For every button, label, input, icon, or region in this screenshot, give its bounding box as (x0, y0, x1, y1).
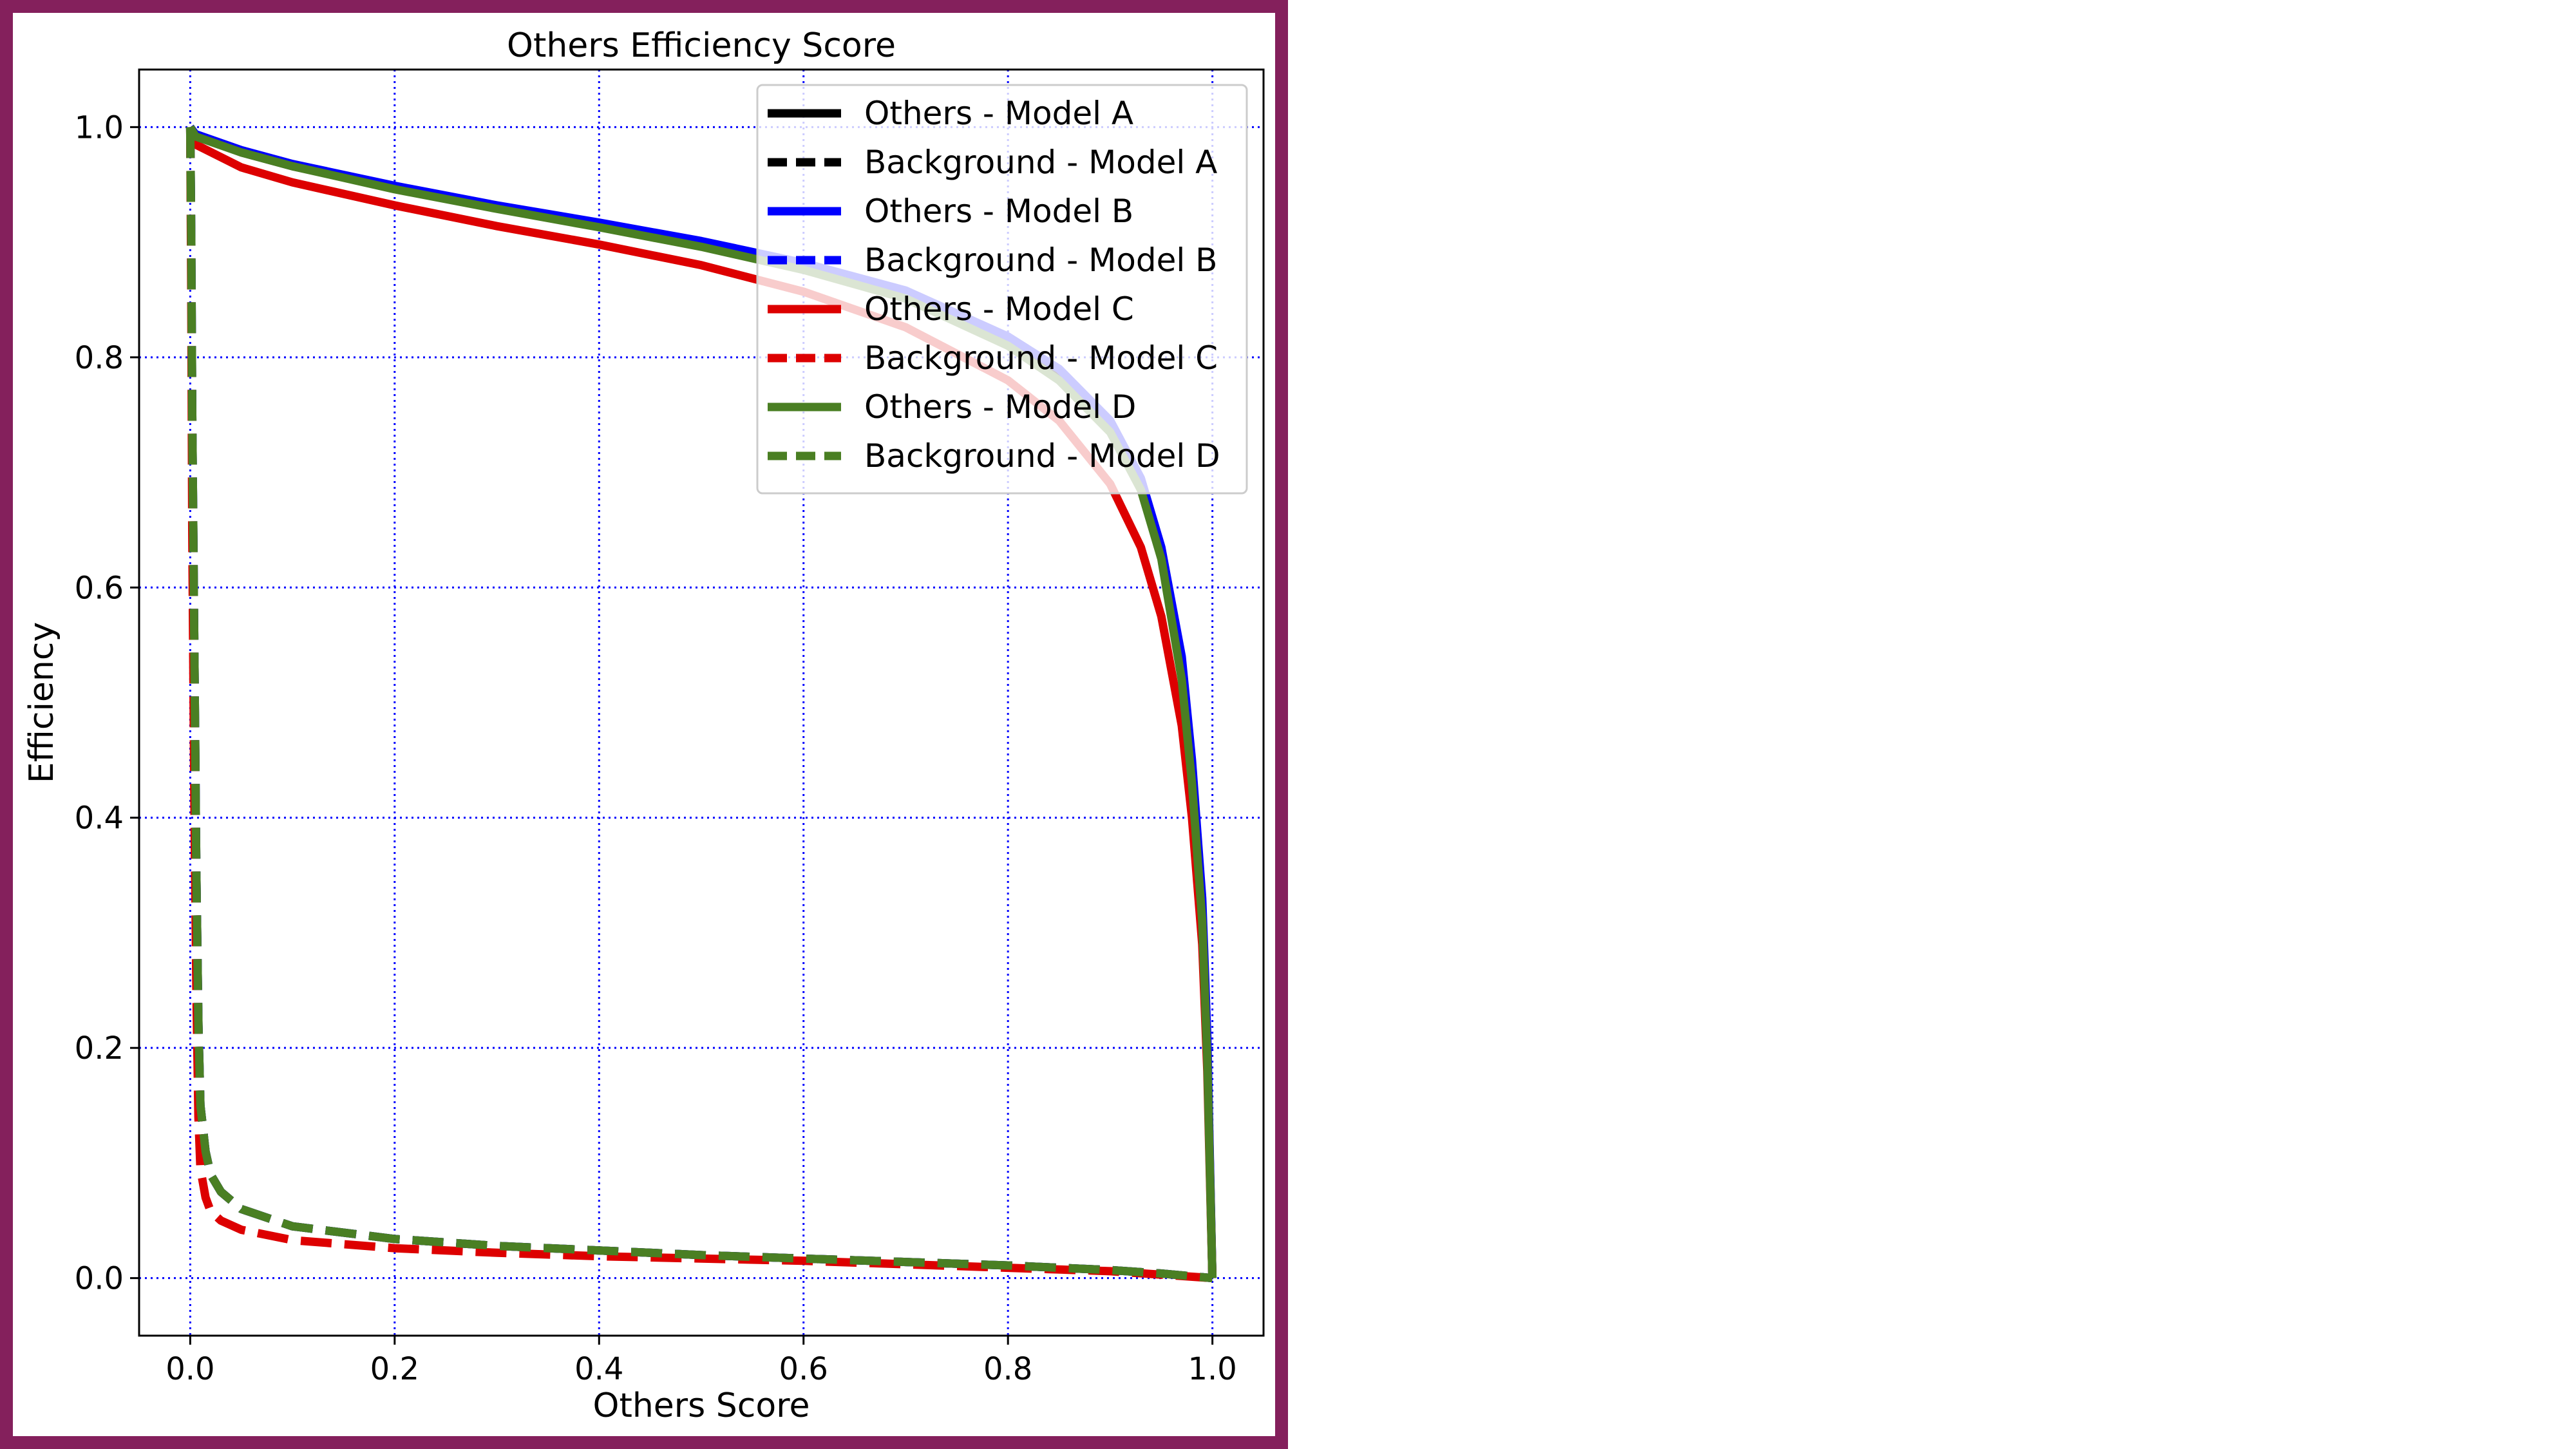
x-tick-label: 0.8 (983, 1351, 1032, 1387)
x-axis-label: Others Score (593, 1387, 810, 1425)
series-line-8 (185, 127, 1213, 1283)
legend-label-6: Background - Model C (864, 339, 1218, 377)
y-tick-label: 0.4 (75, 800, 124, 837)
y-tick-label: 0.2 (75, 1030, 124, 1066)
legend-label-8: Background - Model D (864, 437, 1220, 475)
y-tick-label: 0.8 (75, 340, 124, 376)
x-tick-label: 0.2 (370, 1351, 419, 1387)
legend-label-1: Others - Model A (864, 95, 1133, 132)
y-tick-label: 0.6 (75, 570, 124, 606)
legend: Others - Model A Background - Model A Othe… (756, 84, 1248, 495)
axes-frame (138, 68, 1265, 1337)
x-tick-label: 1.0 (1188, 1351, 1236, 1387)
legend-label-5: Others - Model C (864, 290, 1134, 328)
legend-label-3: Others - Model B (864, 193, 1133, 230)
chart-title: Others Efficiency Score (507, 26, 896, 65)
y-axis-label: Efficiency (23, 622, 61, 783)
legend-label-2: Background - Model A (864, 144, 1217, 181)
legend-label-4: Background - Model B (864, 242, 1217, 279)
x-tick-label: 0.6 (779, 1351, 828, 1387)
x-tick-label: 0.4 (574, 1351, 623, 1387)
legend-box (756, 84, 1248, 495)
y-tick-label: 0.0 (75, 1261, 124, 1297)
legend-label-7: Others - Model D (864, 388, 1136, 426)
axis-ticks: 0.0 0.2 0.4 0.6 0.8 1.0 0.0 0.2 0.4 0.6 0.8 1.0 (75, 109, 1237, 1387)
y-tick-label: 1.0 (75, 109, 124, 146)
x-tick-label: 0.0 (166, 1351, 214, 1387)
